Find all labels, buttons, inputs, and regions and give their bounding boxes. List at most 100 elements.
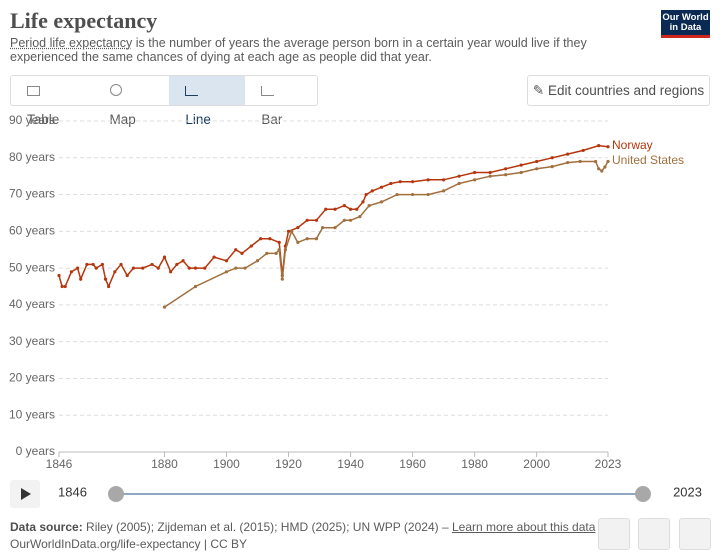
data-point xyxy=(395,192,399,197)
data-point xyxy=(187,266,191,270)
tab-bar: Table Map Line Bar xyxy=(10,75,318,127)
x-tick-label: 2000 xyxy=(523,457,550,471)
fullscreen-button[interactable] xyxy=(679,518,711,550)
data-point xyxy=(224,259,229,263)
learn-more-link[interactable]: Learn more about this data xyxy=(451,520,596,534)
data-point xyxy=(550,156,554,160)
data-point xyxy=(550,165,554,169)
data-point xyxy=(473,170,477,175)
slider-handle[interactable] xyxy=(108,486,124,502)
data-point xyxy=(410,180,415,184)
tab[interactable]: Bar xyxy=(245,76,317,127)
data-point xyxy=(60,284,64,289)
data-point xyxy=(91,262,95,267)
data-point xyxy=(277,248,281,252)
data-point xyxy=(296,226,300,230)
data-point xyxy=(131,266,136,270)
data-point xyxy=(290,229,294,233)
tab-label: Bar xyxy=(261,112,283,127)
series-label: Norway xyxy=(612,138,653,152)
url: OurWorldInData.org/life-expectancy | CC … xyxy=(10,537,247,551)
data-point xyxy=(277,240,281,244)
tab[interactable]: Map xyxy=(94,76,170,127)
data-point xyxy=(519,170,523,175)
data-point xyxy=(600,169,604,173)
y-tick-label: 0 years xyxy=(16,444,55,458)
icon xyxy=(27,86,40,96)
data-point xyxy=(535,167,539,171)
data-point xyxy=(162,255,167,259)
logo[interactable]: Our World in Data xyxy=(661,10,710,38)
data-point xyxy=(113,270,117,274)
data-point xyxy=(333,226,337,230)
x-tick-label: 1940 xyxy=(337,457,364,471)
y-tick-label: 30 years xyxy=(9,334,55,348)
data-point xyxy=(259,237,263,241)
data-point xyxy=(249,244,253,248)
series-label: United States xyxy=(612,153,684,167)
data-point xyxy=(348,218,353,222)
data-point xyxy=(426,178,430,182)
data-point xyxy=(240,251,244,255)
data-point xyxy=(566,152,570,156)
x-tick-label: 1846 xyxy=(46,457,73,471)
y-tick-label: 10 years xyxy=(9,407,55,421)
download-button[interactable] xyxy=(598,518,630,550)
tab[interactable]: Table xyxy=(11,76,94,127)
data-point xyxy=(581,148,585,153)
subtitle-link[interactable]: Period life expectancy xyxy=(10,36,133,50)
tab-label: Map xyxy=(109,112,136,127)
data-point xyxy=(426,192,430,197)
data-point xyxy=(94,266,98,270)
data-point xyxy=(358,215,362,219)
source: Data source: Riley (2005); Zijdeman et a… xyxy=(10,520,595,534)
data-point xyxy=(283,248,288,252)
x-tick-label: 2023 xyxy=(595,457,622,471)
data-point xyxy=(566,160,570,165)
data-point xyxy=(212,255,216,259)
data-point xyxy=(305,218,309,222)
data-point xyxy=(389,181,393,186)
data-point xyxy=(314,218,319,222)
edit-label: Edit countries and regions xyxy=(547,83,705,98)
data-point xyxy=(597,167,601,171)
data-point xyxy=(606,145,610,149)
data-point xyxy=(361,200,365,204)
data-point xyxy=(255,259,260,263)
icon xyxy=(109,84,122,96)
data-point xyxy=(286,229,291,233)
data-point xyxy=(324,207,328,211)
data-point xyxy=(100,262,105,267)
data-point xyxy=(578,159,582,164)
data-point xyxy=(243,266,247,270)
logo-line: in Data xyxy=(669,22,702,33)
data-point xyxy=(457,174,461,178)
data-point xyxy=(150,262,154,267)
source-label: Data source: xyxy=(10,520,83,534)
data-point xyxy=(193,284,198,289)
x-tick-label: 1880 xyxy=(151,457,178,471)
data-point xyxy=(79,277,83,281)
data-point xyxy=(234,248,238,252)
data-point xyxy=(504,167,508,171)
slider-start: 1846 xyxy=(58,484,87,499)
data-point xyxy=(268,237,272,241)
data-point xyxy=(125,273,129,278)
data-point xyxy=(410,192,415,197)
slider-handle[interactable] xyxy=(635,486,651,502)
tab-label: Line xyxy=(185,112,211,127)
edit-button[interactable]: ✎ Edit countries and regions xyxy=(527,75,710,106)
logo-line: Our World xyxy=(662,12,709,23)
share-button[interactable] xyxy=(638,518,670,550)
data-point xyxy=(181,259,185,263)
data-point xyxy=(63,284,67,289)
y-tick-label: 40 years xyxy=(9,297,55,311)
data-point xyxy=(333,207,337,211)
tab-label: Table xyxy=(27,112,60,127)
subtitle-text: is the number of years the average perso… xyxy=(10,36,587,64)
x-tick-label: 1960 xyxy=(399,457,426,471)
tab[interactable]: Line xyxy=(169,76,246,127)
data-point xyxy=(504,173,508,177)
data-point xyxy=(119,262,123,267)
slider-end: 2023 xyxy=(673,484,702,499)
